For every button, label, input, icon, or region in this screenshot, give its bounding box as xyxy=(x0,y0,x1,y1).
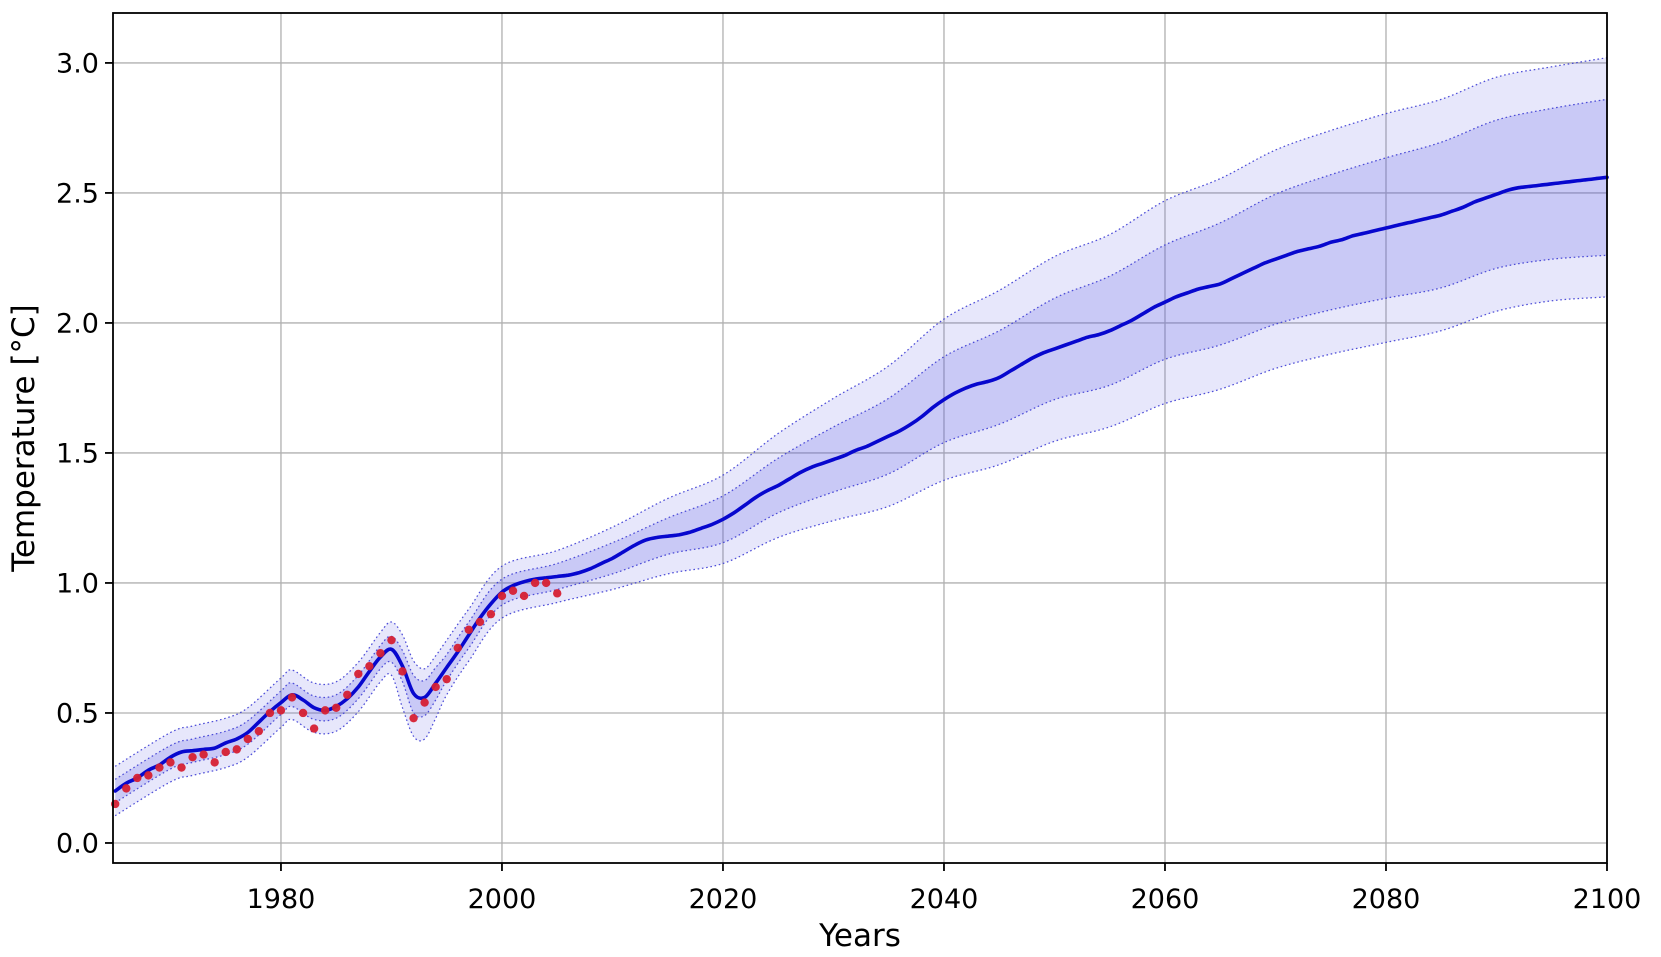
y-tick-label: 2.5 xyxy=(56,178,99,209)
observation-point xyxy=(320,706,330,715)
x-axis-label: Years xyxy=(818,918,901,954)
observation-point xyxy=(133,773,142,783)
inner-uncertainty-band-upper-edge xyxy=(114,98,1608,780)
y-axis-label: Temperature [°C] xyxy=(6,304,42,573)
observation-point xyxy=(387,635,396,645)
observation-point xyxy=(497,591,507,601)
observation-point xyxy=(232,745,241,754)
observation-point xyxy=(265,708,275,718)
observation-point xyxy=(376,648,385,658)
observation-point xyxy=(508,586,518,595)
outer-uncertainty-band-lower-edge xyxy=(114,296,1608,817)
observation-point xyxy=(519,591,529,601)
observation-point xyxy=(287,693,297,702)
observation-point xyxy=(332,703,341,712)
y-tick-label: 1.0 xyxy=(56,568,99,599)
outer-uncertainty-band-fill xyxy=(115,57,1608,816)
observation-point xyxy=(475,617,485,627)
observation-point xyxy=(398,667,407,676)
observation-point xyxy=(166,758,175,767)
observation-point xyxy=(442,674,451,684)
y-tick-label: 0.5 xyxy=(56,698,99,729)
x-tick-label: 2000 xyxy=(468,884,537,915)
x-tick-label: 2100 xyxy=(1573,884,1642,915)
y-tick-label: 3.0 xyxy=(56,48,99,79)
observation-point xyxy=(420,698,429,707)
observation-point xyxy=(486,609,496,619)
observation-point xyxy=(541,578,551,588)
plot-border xyxy=(112,12,1608,864)
y-tick-label: 0.0 xyxy=(56,828,99,859)
observation-point xyxy=(343,690,352,699)
inner-uncertainty-band-fill xyxy=(115,99,1608,803)
observation-point xyxy=(530,578,540,588)
y-tick-label: 1.5 xyxy=(56,438,99,469)
observation-point xyxy=(354,669,363,679)
observation-point xyxy=(221,747,230,757)
observation-point xyxy=(210,758,219,767)
observation-point xyxy=(144,771,153,780)
plot-background xyxy=(113,13,1607,863)
observation-point xyxy=(431,682,440,692)
observation-point xyxy=(409,713,418,723)
x-tick-label: 2080 xyxy=(1352,884,1421,915)
observation-point xyxy=(365,661,374,671)
x-tick-label: 1980 xyxy=(247,884,316,915)
observation-point xyxy=(464,625,474,634)
y-tick-label: 2.0 xyxy=(56,308,99,339)
observation-point xyxy=(276,706,286,715)
x-tick-label: 2060 xyxy=(1131,884,1200,915)
observation-point xyxy=(199,750,208,759)
observation-point xyxy=(122,784,131,793)
observation-point xyxy=(243,734,253,744)
median-projection-line xyxy=(113,175,1609,793)
observation-point xyxy=(155,763,164,772)
observation-point xyxy=(298,708,308,718)
observation-point xyxy=(309,724,319,733)
observation-point xyxy=(453,643,462,653)
x-tick-label: 2020 xyxy=(689,884,758,915)
observation-point xyxy=(177,763,186,772)
observation-point xyxy=(188,752,197,762)
x-tick-label: 2040 xyxy=(910,884,979,915)
outer-uncertainty-band-upper-edge xyxy=(114,57,1608,767)
observation-point xyxy=(254,726,264,736)
observation-point xyxy=(553,589,562,598)
